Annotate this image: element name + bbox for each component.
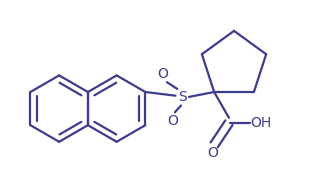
Text: O: O xyxy=(207,146,218,160)
Text: OH: OH xyxy=(250,116,272,130)
Text: O: O xyxy=(158,67,169,81)
Text: O: O xyxy=(167,114,178,128)
Text: S: S xyxy=(178,90,187,104)
